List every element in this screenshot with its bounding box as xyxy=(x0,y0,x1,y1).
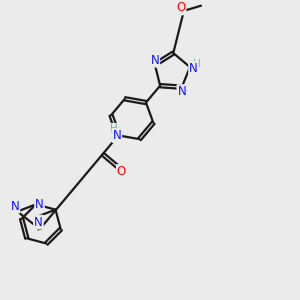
Text: O: O xyxy=(117,165,126,178)
Text: N: N xyxy=(112,129,121,142)
Text: O: O xyxy=(176,2,185,14)
Text: N: N xyxy=(151,54,159,67)
Text: N: N xyxy=(11,200,20,213)
Text: N: N xyxy=(34,216,43,229)
Text: H: H xyxy=(193,59,200,69)
Text: N: N xyxy=(189,62,198,75)
Text: N: N xyxy=(177,85,186,98)
Text: N: N xyxy=(35,198,44,211)
Text: H: H xyxy=(110,124,118,134)
